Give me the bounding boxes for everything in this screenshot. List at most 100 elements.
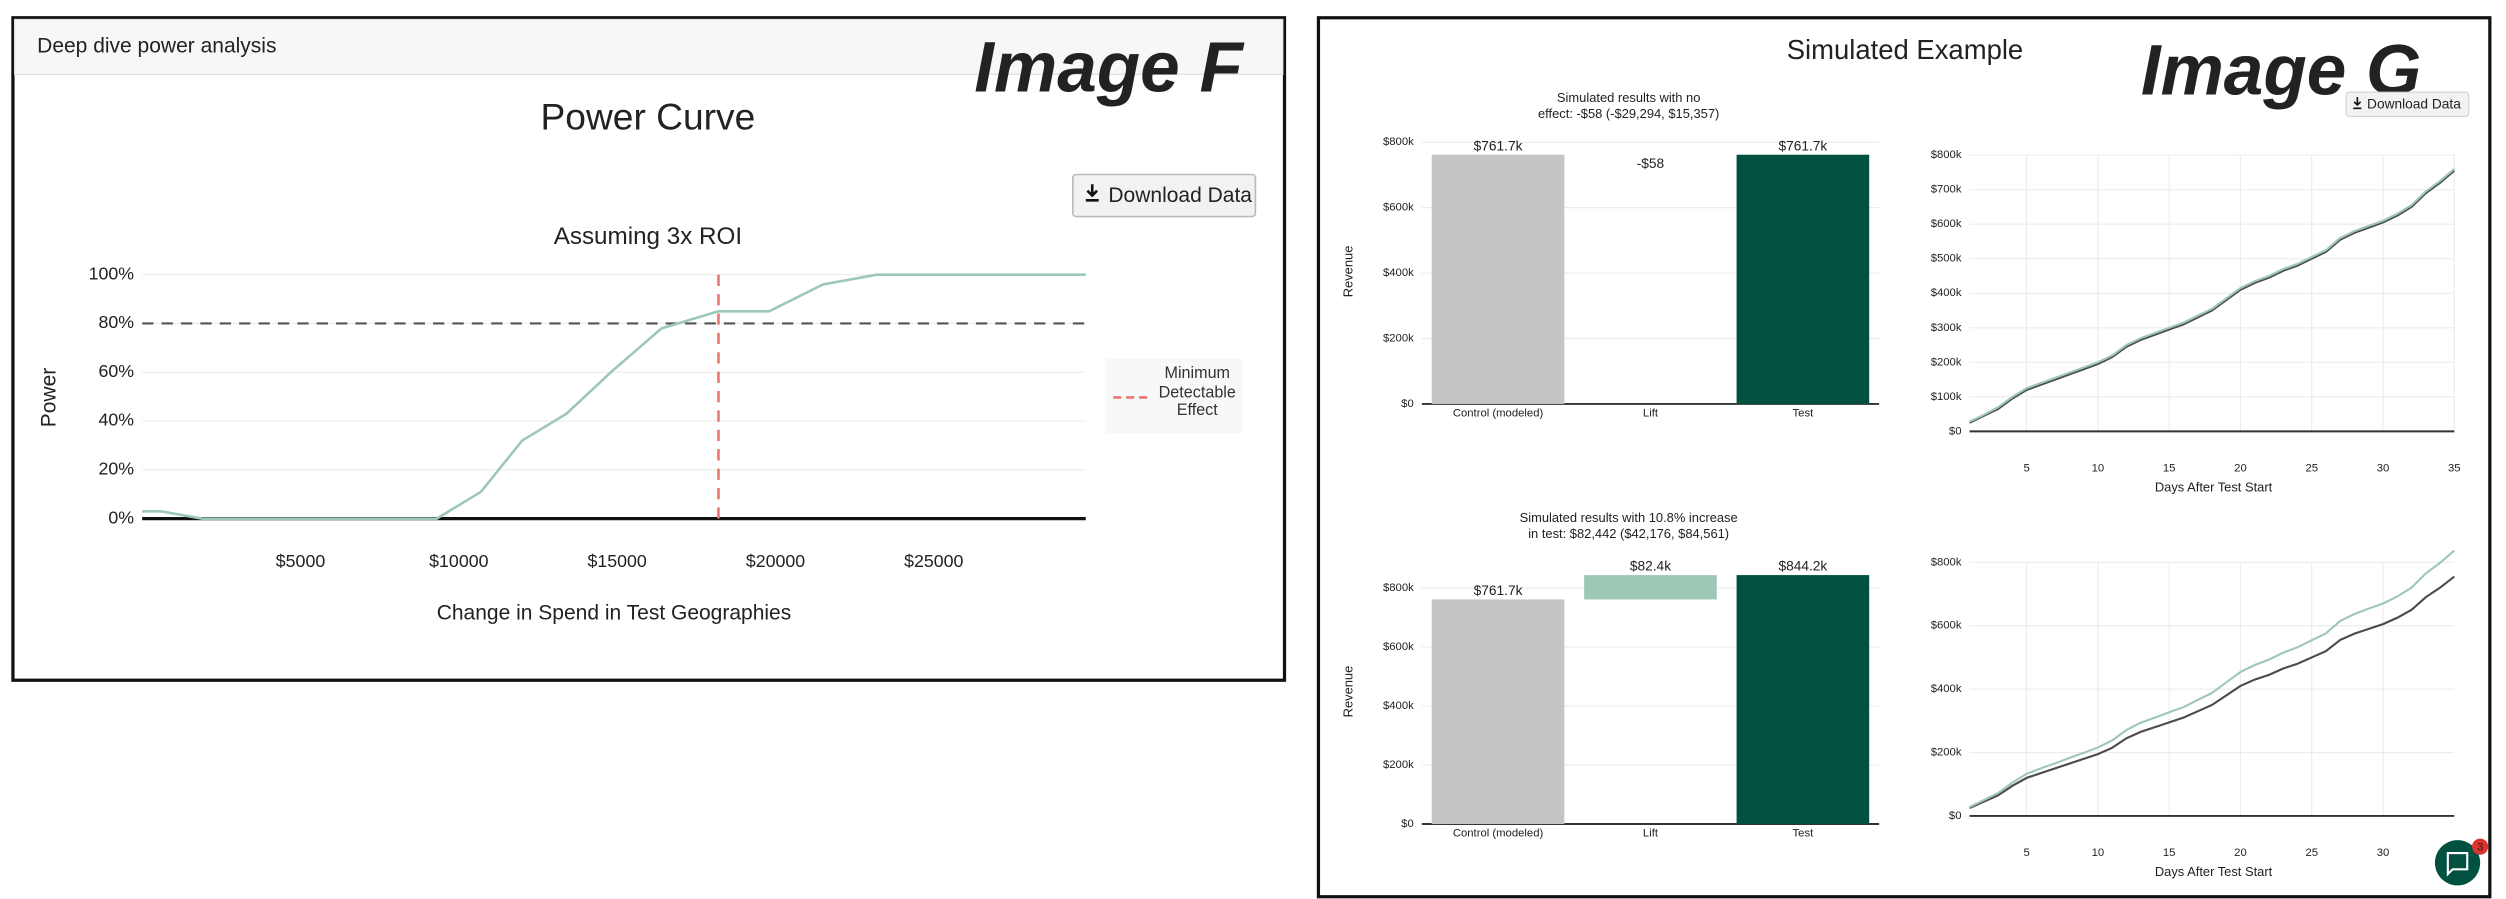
y-tick-label: $0 — [1949, 425, 1962, 437]
y-tick-label: $300k — [1931, 322, 1962, 334]
y-tick-label: $600k — [1383, 641, 1414, 653]
y-tick-label: 40% — [99, 410, 135, 430]
y-tick-label: $400k — [1931, 683, 1962, 695]
x-axis-label: Days After Test Start — [2155, 479, 2273, 494]
chart-title: Simulated results with no — [1557, 90, 1700, 105]
data-line — [1969, 575, 2455, 809]
y-tick-label: $800k — [1383, 136, 1414, 148]
value-label: $761.7k — [1778, 138, 1827, 153]
y-axis-label: Revenue — [1341, 246, 1356, 298]
badge-count: 3 — [2477, 841, 2483, 853]
button-frame[interactable] — [2345, 91, 2470, 117]
chat-button[interactable]: 3 — [2434, 838, 2489, 886]
bar — [1736, 575, 1870, 825]
y-tick-label: 80% — [99, 312, 135, 332]
download-icon — [2353, 96, 2362, 110]
y-tick-label: $700k — [1931, 184, 1962, 196]
y-tick-label: 100% — [89, 263, 135, 283]
value-label: $761.7k — [1474, 583, 1523, 598]
x-axis-label: Days After Test Start — [2155, 864, 2273, 879]
y-axis-label: Power — [38, 368, 61, 428]
x-tick-label: 15 — [2163, 847, 2176, 859]
y-tick-label: $200k — [1931, 356, 1962, 368]
x-tick-label: 30 — [2377, 847, 2390, 859]
panel-f — [11, 16, 1287, 682]
y-tick-label: $600k — [1931, 620, 1962, 632]
bar — [1431, 599, 1565, 825]
download-button[interactable]: Download Data — [1072, 173, 1257, 218]
y-tick-label: $800k — [1383, 582, 1414, 594]
chat-icon[interactable] — [2434, 840, 2481, 886]
x-tick-label: Test — [1793, 408, 1815, 420]
legend — [1105, 358, 1243, 434]
data-line — [142, 273, 1086, 520]
x-tick-label: 15 — [2163, 463, 2176, 475]
x-tick-label: 35 — [2448, 463, 2461, 475]
button-label[interactable]: Download Data — [2367, 97, 2461, 112]
y-tick-label: $600k — [1931, 218, 1962, 230]
chart-title: effect: -$58 (-$29,294, $15,357) — [1538, 106, 1719, 121]
x-tick-label: 10 — [2092, 847, 2105, 859]
y-tick-label: $600k — [1383, 202, 1414, 214]
chart-title: Power Curve — [541, 95, 756, 137]
bar — [1584, 575, 1717, 600]
x-tick-label: $10000 — [429, 551, 488, 571]
y-tick-label: $400k — [1931, 287, 1962, 299]
chart-title: in test: $82,442 ($42,176, $84,561) — [1528, 526, 1729, 541]
legend-entry: Minimum Detectable Effect — [1158, 365, 1236, 421]
panel-header-text: Deep dive power analysis — [37, 34, 276, 57]
badge — [2472, 838, 2489, 855]
x-tick-label: 10 — [2092, 463, 2105, 475]
x-tick-label: $20000 — [746, 551, 805, 571]
x-tick-label: Control (modeled) — [1453, 828, 1544, 840]
y-tick-label: $200k — [1383, 332, 1414, 344]
panel-header — [13, 18, 1284, 75]
x-tick-label: 5 — [2023, 463, 2029, 475]
x-tick-label: 30 — [2377, 463, 2390, 475]
y-tick-label: $500k — [1931, 253, 1962, 265]
bar — [1431, 154, 1565, 404]
panel-title: Simulated Example — [1787, 34, 2024, 65]
image-tag: Image F — [974, 28, 1244, 107]
y-tick-label: $0 — [1949, 810, 1962, 822]
button-frame[interactable] — [1072, 173, 1257, 218]
y-tick-label: $100k — [1931, 391, 1962, 403]
legend-label: Minimum Detectable Effect — [1158, 365, 1236, 421]
bar — [1736, 154, 1870, 404]
download-icon — [1085, 184, 1099, 202]
y-axis-label: Revenue — [1341, 666, 1356, 718]
data-line — [1969, 168, 2455, 423]
x-tick-label: $15000 — [587, 551, 646, 571]
x-tick-label: Lift — [1643, 828, 1659, 840]
x-tick-label: Control (modeled) — [1453, 408, 1544, 420]
y-tick-label: 20% — [99, 459, 135, 479]
x-tick-label: Test — [1793, 828, 1815, 840]
x-tick-label: 25 — [2305, 847, 2318, 859]
x-tick-label: Lift — [1643, 408, 1659, 420]
x-tick-label: 20 — [2234, 463, 2247, 475]
data-line — [1969, 549, 2455, 809]
y-tick-label: $0 — [1401, 818, 1414, 830]
y-tick-label: $0 — [1401, 398, 1414, 410]
x-tick-label: 20 — [2234, 847, 2247, 859]
x-tick-label: $5000 — [276, 551, 326, 571]
x-tick-label: 5 — [2023, 847, 2029, 859]
y-tick-label: $800k — [1931, 556, 1962, 568]
y-tick-label: $200k — [1931, 747, 1962, 759]
y-tick-label: $400k — [1383, 267, 1414, 279]
value-label: -$58 — [1637, 156, 1665, 171]
x-axis-label: Change in Spend in Test Geographies — [437, 602, 792, 625]
button-label[interactable]: Download Data — [1108, 184, 1252, 207]
value-label: $82.4k — [1630, 559, 1671, 574]
chat-glyph — [2446, 852, 2469, 877]
download-button[interactable]: Download Data — [2345, 91, 2470, 117]
chart-subtitle: Assuming 3x ROI — [554, 223, 742, 250]
y-tick-label: 60% — [99, 361, 135, 381]
y-tick-label: $200k — [1383, 759, 1414, 771]
value-label: $761.7k — [1474, 138, 1523, 153]
y-tick-label: $400k — [1383, 700, 1414, 712]
x-tick-label: $25000 — [904, 551, 963, 571]
y-tick-label: 0% — [108, 507, 134, 527]
value-label: $844.2k — [1778, 559, 1827, 574]
